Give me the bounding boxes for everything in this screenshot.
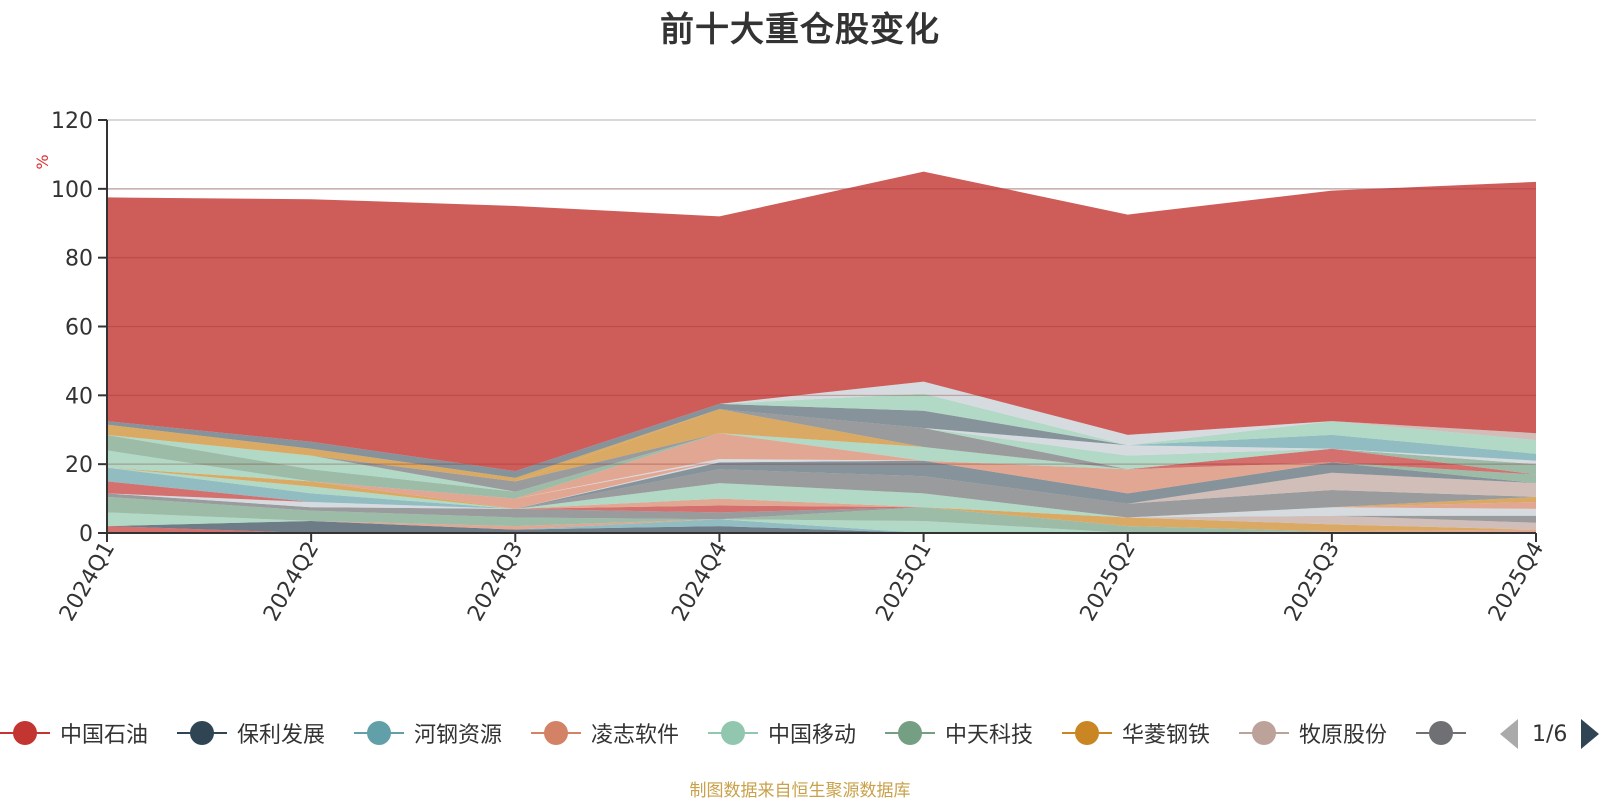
legend-marker-icon	[885, 721, 935, 745]
area-series-15	[107, 469, 1536, 509]
legend-label: 凌志软件	[591, 723, 680, 748]
legend-next-arrow-icon[interactable]	[1581, 719, 1600, 749]
area-series-1	[107, 521, 1536, 533]
legend-marker-icon	[1062, 721, 1112, 745]
legend-label: 保利发展	[237, 723, 326, 748]
legend-item[interactable]: 华菱钢铁	[1062, 713, 1210, 753]
legend-label: 中国移动	[768, 723, 857, 748]
area-series-33	[107, 433, 1536, 492]
area-series-35	[107, 409, 1536, 482]
x-tick-label: 2024Q1	[55, 538, 120, 626]
y-tick-label: 40	[65, 384, 93, 409]
area-series-8	[107, 493, 1536, 523]
x-tick-label: 2024Q4	[667, 538, 732, 626]
legend-label: 中国石油	[60, 723, 149, 748]
legend-item[interactable]: 牧原股份	[1239, 713, 1387, 753]
legend-item[interactable]: 中天科技	[885, 713, 1033, 753]
legend-item[interactable]: ：	[1416, 713, 1470, 753]
chart-title: 前十大重仓股变化	[660, 10, 940, 50]
y-tick-label: 120	[51, 109, 93, 134]
y-axis-unit: %	[33, 154, 52, 169]
area-series-3	[107, 519, 1536, 533]
area-series-11	[107, 493, 1536, 518]
legend-item[interactable]: 中国移动	[708, 713, 856, 753]
legend: 中国石油 保利发展 河钢资源 凌志软件 中国移动 中天科技 华菱钢铁 牧原股份 ：	[0, 713, 1470, 753]
source-note: 制图数据来自恒生聚源数据库	[689, 781, 911, 800]
area-series-12	[107, 483, 1536, 518]
legend-marker-icon	[1416, 721, 1466, 745]
area-series-6	[107, 496, 1536, 532]
legend-marker-icon	[531, 721, 581, 745]
legend-label: 河钢资源	[414, 723, 503, 748]
area-series-4	[107, 512, 1536, 533]
y-tick-label: 60	[65, 316, 93, 341]
x-tick-label: 2025Q4	[1484, 538, 1549, 626]
area-series-16	[107, 460, 1536, 509]
area-series-36	[107, 409, 1536, 482]
area-series-5	[107, 496, 1536, 533]
x-tick-label: 2025Q3	[1280, 538, 1345, 626]
legend-item[interactable]: 保利发展	[177, 713, 325, 753]
legend-label: 华菱钢铁	[1122, 723, 1211, 748]
area-series-14	[107, 469, 1536, 518]
area-series-23	[107, 460, 1536, 509]
legend-item[interactable]: 凌志软件	[531, 713, 679, 753]
legend-marker-icon	[354, 721, 404, 745]
legend-page-indicator: 1/6	[1532, 721, 1568, 747]
x-tick-label: 2024Q2	[259, 538, 324, 626]
legend-pager: 1/6	[1500, 716, 1600, 752]
legend-label: 中天科技	[945, 723, 1034, 748]
area-series-26	[107, 433, 1536, 499]
legend-marker-icon	[0, 721, 50, 745]
legend-item[interactable]: 河钢资源	[354, 713, 502, 753]
y-tick-label: 0	[79, 522, 93, 547]
y-tick-label: 80	[65, 247, 93, 272]
area-series-38	[107, 409, 1536, 482]
stacked-areas	[107, 171, 1536, 533]
legend-marker-icon	[1239, 721, 1289, 745]
x-tick-label: 2024Q3	[463, 538, 528, 626]
x-tick-label: 2025Q1	[871, 538, 936, 626]
area-series-9	[107, 493, 1536, 518]
legend-marker-icon	[708, 721, 758, 745]
y-tick-label: 100	[51, 178, 93, 203]
area-series-45	[107, 171, 1536, 472]
area-series-30	[107, 433, 1536, 499]
x-tick-label: 2025Q2	[1076, 538, 1141, 626]
y-tick-label: 20	[65, 453, 93, 478]
legend-item[interactable]: 中国石油	[0, 713, 148, 753]
plot-area: 0 20 40 60 80 100 120% 2024Q1 2024Q2 2024Q3 2024Q4…	[33, 109, 1549, 626]
legend-label: 牧原股份	[1299, 723, 1388, 748]
legend-prev-arrow-icon[interactable]	[1500, 719, 1518, 749]
legend-marker-icon	[177, 721, 227, 745]
